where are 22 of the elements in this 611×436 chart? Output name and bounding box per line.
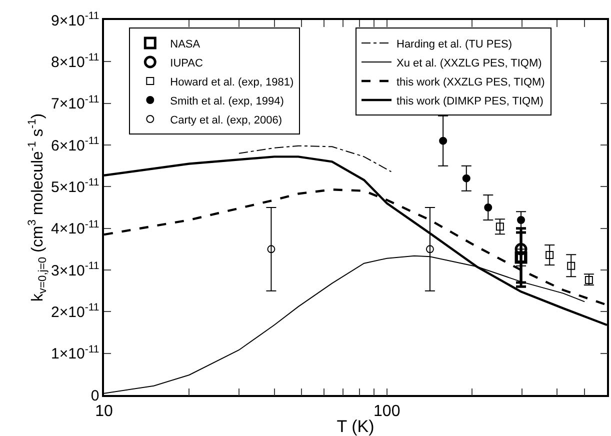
x-tick-label: 100 xyxy=(374,402,400,420)
y-tick-label: 9×10$^{-11}$ xyxy=(51,10,100,30)
y-tick-label: 0 xyxy=(90,387,100,404)
legend-label: this work (DIMKP PES, TIQM) xyxy=(396,95,544,108)
legend-label: Harding et al. (TU PES) xyxy=(396,38,512,50)
y-tick-label: 4×10$^{-11}$ xyxy=(51,218,100,238)
y-tick-label: 8×10$^{-11}$ xyxy=(51,52,100,71)
y-tick-label: 3×10$^{-11}$ xyxy=(51,260,100,280)
legend-label: IUPAC xyxy=(170,57,204,70)
x-tick-label: 10 xyxy=(95,402,113,420)
x-axis-title: T (K) xyxy=(336,417,374,436)
legend-label: this work (XXZLG PES, TIQM) xyxy=(396,76,545,88)
y-tick-label: 1×10$^{-11}$ xyxy=(51,343,100,363)
y-tick-label: 2×10$^{-11}$ xyxy=(51,302,100,321)
y-tick-label: 5×10$^{-11}$ xyxy=(51,176,100,196)
legend-label: Howard et al. (exp, 1981) xyxy=(170,76,294,88)
legend-label: NASA xyxy=(170,38,201,50)
legend-label: Smith et al. (exp, 1994) xyxy=(170,95,284,108)
legend-label: Carty et al. (exp, 2006) xyxy=(170,114,282,126)
y-tick-label: 7×10$^{-11}$ xyxy=(51,93,100,113)
legend-label: Xu et al. (XXZLG PES, TIQM) xyxy=(396,57,542,70)
y-tick-label: 6×10$^{-11}$ xyxy=(51,134,100,154)
